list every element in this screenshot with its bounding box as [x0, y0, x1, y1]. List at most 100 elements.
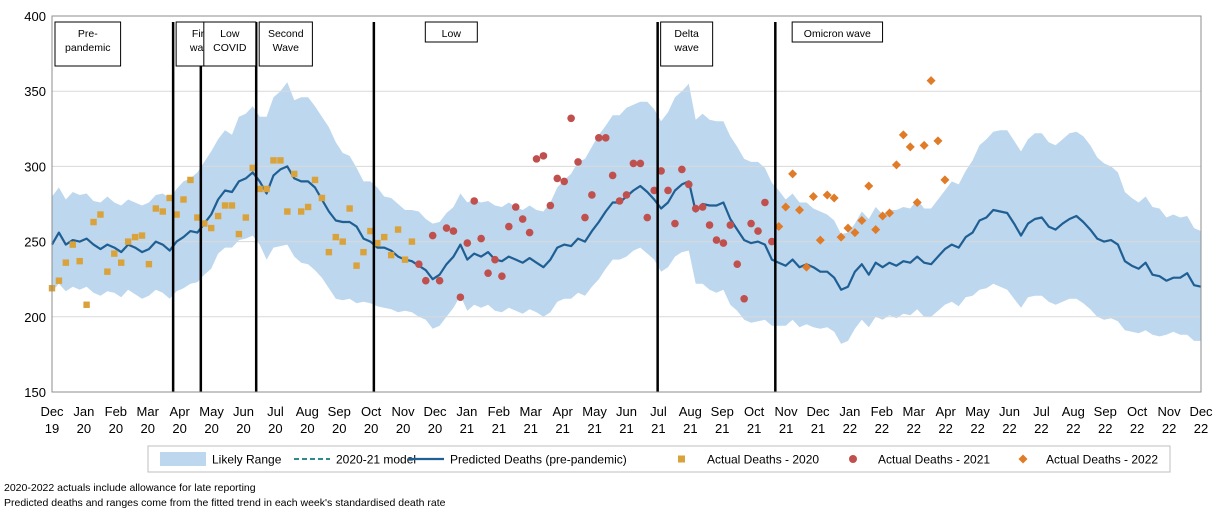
actual-2020-point: [270, 157, 277, 164]
x-tick-year: 20: [141, 421, 155, 436]
actual-2021-point: [636, 159, 645, 168]
x-tick-month: Nov: [775, 404, 799, 419]
actual-2021-point: [768, 237, 776, 246]
actual-2020-point: [145, 260, 153, 268]
actual-2020-point: [83, 301, 90, 308]
actual-2020-point: [97, 211, 104, 218]
x-tick-year: 22: [843, 421, 857, 436]
actual-2020-point: [228, 202, 236, 209]
actual-2022-point: [905, 142, 915, 152]
actual-2020-point: [339, 238, 346, 245]
actual-2020-point: [124, 238, 132, 245]
x-tick-year: 20: [332, 421, 346, 436]
x-tick-year: 22: [1194, 421, 1208, 436]
x-tick-year: 21: [555, 421, 569, 436]
actual-2020-point: [201, 220, 208, 227]
x-tick-year: 20: [428, 421, 442, 436]
x-tick-year: 21: [492, 421, 506, 436]
x-tick-month: Dec: [40, 404, 64, 419]
x-tick-month: Aug: [679, 404, 702, 419]
actual-2020-point: [159, 208, 166, 215]
x-tick-year: 21: [587, 421, 601, 436]
x-tick-month: Dec: [806, 404, 830, 419]
period-label-box: [54, 21, 122, 67]
actual-2020-point: [318, 194, 326, 202]
actual-2021-point: [505, 222, 513, 231]
actual-2020-point: [277, 157, 284, 164]
x-tick-month: Nov: [1158, 404, 1182, 419]
actual-2021-point: [574, 158, 582, 166]
x-tick-year: 21: [524, 421, 538, 436]
actual-2020-point: [55, 277, 63, 284]
actual-2020-point: [235, 230, 243, 238]
y-tick-label: 400: [24, 9, 46, 24]
x-tick-month: Sep: [1094, 404, 1117, 419]
x-tick-year: 22: [1162, 421, 1176, 436]
actual-2020-point: [360, 248, 367, 256]
actual-2022-point: [836, 232, 846, 242]
x-tick-month: Jun: [999, 404, 1020, 419]
actual-2020-point: [394, 226, 402, 233]
period-label-box: [203, 21, 257, 67]
x-tick-year: 21: [715, 421, 729, 436]
actual-2020-point: [62, 259, 70, 266]
x-tick-year: 22: [875, 421, 889, 436]
actual-2021-point: [657, 167, 665, 175]
x-tick-year: 20: [396, 421, 410, 436]
footnote-method: Predicted deaths and ranges come from th…: [4, 497, 446, 509]
footnote-late-reporting: 2020-2022 actuals include allowance for …: [4, 482, 256, 494]
period-label-text: Delta: [674, 28, 699, 40]
actual-2021-point: [463, 239, 472, 247]
y-tick-label: 300: [24, 159, 46, 174]
x-tick-month: Jul: [267, 404, 284, 419]
actual-2021-point: [740, 294, 748, 303]
legend-swatch-square: [678, 455, 685, 463]
actual-2022-point: [871, 225, 881, 235]
actual-2020-point: [221, 202, 229, 209]
actual-2020-point: [249, 164, 256, 172]
x-tick-month: May: [965, 404, 990, 419]
axes-group: 150 200 250 300 350 400 Dec 19 Jan 20 Feb 20 Mar 20 Ap…: [24, 9, 1213, 436]
actual-2022-point: [829, 193, 839, 203]
actual-2022-point: [912, 197, 922, 207]
y-tick-label: 250: [24, 235, 46, 250]
actual-2020-point: [111, 250, 118, 257]
actual-2021-point: [719, 239, 728, 247]
actual-2021-point: [712, 236, 721, 244]
legend-swatch-circle: [849, 455, 857, 463]
actual-2020-point: [387, 251, 395, 259]
x-tick-year: 20: [300, 421, 314, 436]
x-tick-month: Oct: [1127, 404, 1148, 419]
actual-2021-point: [705, 221, 714, 229]
legend-label: Actual Deaths - 2021: [878, 453, 990, 467]
x-tick-month: Feb: [105, 404, 127, 419]
legend-label: Actual Deaths - 2020: [707, 453, 819, 467]
x-tick-year: 21: [747, 421, 761, 436]
scatter-points-group: [48, 76, 950, 308]
actual-2022-point: [940, 175, 950, 185]
x-tick-month: Nov: [392, 404, 416, 419]
actual-2021-point: [560, 177, 569, 186]
legend-group: Likely Range 2020-21 model Predicted Death…: [147, 445, 1171, 473]
x-tick-month: May: [582, 404, 607, 419]
actual-2020-point: [207, 224, 215, 232]
actual-2020-point: [194, 214, 201, 221]
x-tick-year: 22: [1098, 421, 1112, 436]
actual-2020-point: [325, 248, 333, 256]
actual-2022-point: [891, 160, 901, 170]
x-tick-year: 22: [1130, 421, 1144, 436]
actual-2020-point: [401, 256, 409, 263]
legend-swatch-diamond: [1018, 454, 1028, 464]
x-tick-year: 22: [1066, 421, 1080, 436]
actual-2020-point: [173, 211, 180, 218]
actual-2021-point: [754, 227, 762, 235]
plot-frame: [51, 15, 1202, 393]
legend-box: [147, 445, 1171, 473]
actual-2020-point: [180, 196, 187, 203]
actual-2020-point: [297, 208, 305, 215]
period-label-box: [258, 21, 313, 67]
legend-swatch-band: [160, 452, 206, 466]
actual-2020-point: [242, 214, 250, 221]
x-tick-month: Mar: [903, 404, 926, 419]
